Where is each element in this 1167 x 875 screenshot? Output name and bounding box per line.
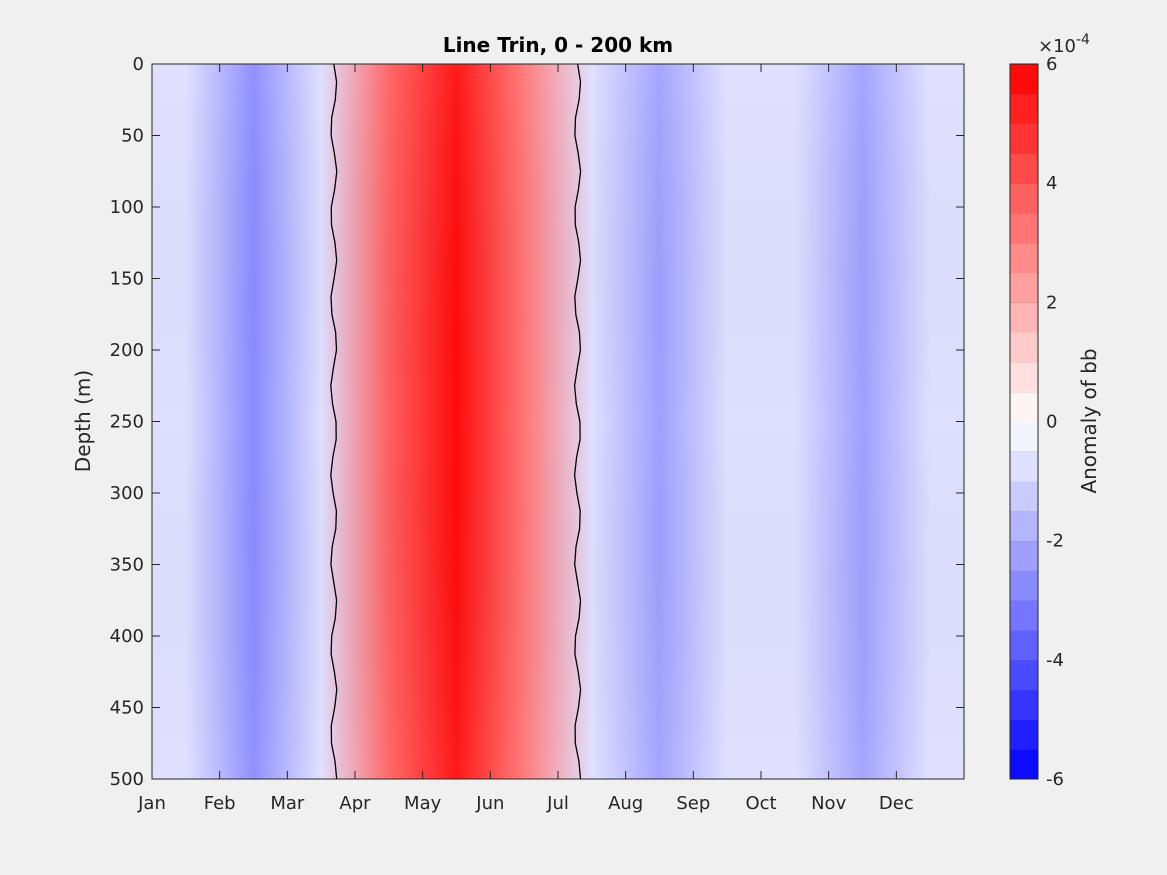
colorbar-level — [1010, 183, 1038, 214]
colorbar-tick-label: 2 — [1046, 292, 1057, 313]
y-axis-label: Depth (m) — [71, 370, 95, 472]
y-tick-label: 0 — [133, 54, 144, 75]
colorbar-level — [1010, 421, 1038, 452]
colorbar-level — [1010, 659, 1038, 691]
depth-bands — [152, 64, 964, 779]
zero-contour-line — [330, 64, 338, 779]
y-tick-label: 200 — [110, 340, 144, 361]
colorbar-level — [1010, 332, 1038, 363]
x-tick-label: Apr — [339, 793, 371, 814]
colorbar-tick-label: 4 — [1046, 173, 1057, 194]
colorbar-levels — [1010, 63, 1038, 780]
x-tick-label: Oct — [745, 793, 776, 814]
x-tick-label: Feb — [204, 793, 236, 814]
x-tick-label: Jul — [546, 793, 569, 814]
colorbar-level — [1010, 630, 1038, 661]
colorbar-level — [1010, 570, 1038, 601]
colorbar-level — [1010, 93, 1038, 125]
x-tick-label: Mar — [270, 793, 305, 814]
colorbar-level — [1010, 212, 1038, 244]
colorbar-exponent: ×10-4 — [1038, 32, 1090, 57]
chart-title: Line Trin, 0 - 200 km — [443, 33, 673, 57]
colorbar-label: Anomaly of bb — [1077, 348, 1101, 493]
depth-shading — [152, 64, 964, 779]
colorbar-level — [1010, 689, 1038, 720]
colorbar-level — [1010, 749, 1038, 780]
y-tick-label: 400 — [110, 626, 144, 647]
colorbar-level — [1010, 302, 1038, 333]
colorbar-level — [1010, 153, 1038, 184]
colorbar-level — [1010, 361, 1038, 393]
x-tick-label: Jun — [475, 793, 504, 814]
x-tick-label: Nov — [811, 793, 846, 814]
colorbar-level — [1010, 719, 1038, 750]
y-tick-label: 350 — [110, 555, 144, 576]
y-tick-label: 100 — [110, 197, 144, 218]
colorbar-level — [1010, 272, 1038, 303]
zero-contour-line — [573, 64, 582, 779]
colorbar-tick-label: 0 — [1046, 412, 1057, 433]
colorbar-level — [1010, 510, 1038, 542]
y-tick-label: 500 — [110, 769, 144, 790]
x-axis: Jan Feb Mar Apr May Jun Jul Aug Sep Oct Nov Dec — [137, 64, 914, 814]
colorbar-level — [1010, 481, 1038, 512]
x-tick-label: Dec — [879, 793, 914, 814]
y-tick-label: 50 — [121, 126, 144, 147]
colorbar-frame — [1009, 63, 1039, 780]
colorbar-level — [1010, 64, 1038, 95]
colorbar-ticks: -6 -4 -2 0 2 4 6 — [1046, 54, 1064, 790]
colorbar-tick-label: -6 — [1046, 769, 1064, 790]
y-tick-label: 150 — [110, 269, 144, 290]
y-tick-label: 250 — [110, 412, 144, 433]
y-axis: 0 50 100 150 200 250 300 350 400 450 500 — [110, 54, 964, 790]
x-tick-label: Jan — [137, 793, 166, 814]
colorbar-level — [1010, 391, 1038, 422]
colorbar-tick-label: -2 — [1046, 531, 1064, 552]
colorbar-level — [1010, 123, 1038, 154]
colorbar: -6 -4 -2 0 2 4 6 Anomaly of bb ×10-4 — [1009, 32, 1101, 790]
y-tick-label: 450 — [110, 698, 144, 719]
colorbar-level — [1010, 451, 1038, 482]
x-tick-label: Aug — [608, 793, 643, 814]
colorbar-tick-label: 6 — [1046, 54, 1057, 75]
colorbar-level — [1010, 540, 1038, 571]
x-tick-label: May — [404, 793, 442, 814]
y-tick-label: 300 — [110, 483, 144, 504]
colorbar-level — [1010, 242, 1038, 274]
colorbar-level — [1010, 600, 1038, 631]
colorbar-tick-label: -4 — [1046, 650, 1064, 671]
plot-area — [151, 63, 965, 780]
x-tick-label: Sep — [676, 793, 710, 814]
